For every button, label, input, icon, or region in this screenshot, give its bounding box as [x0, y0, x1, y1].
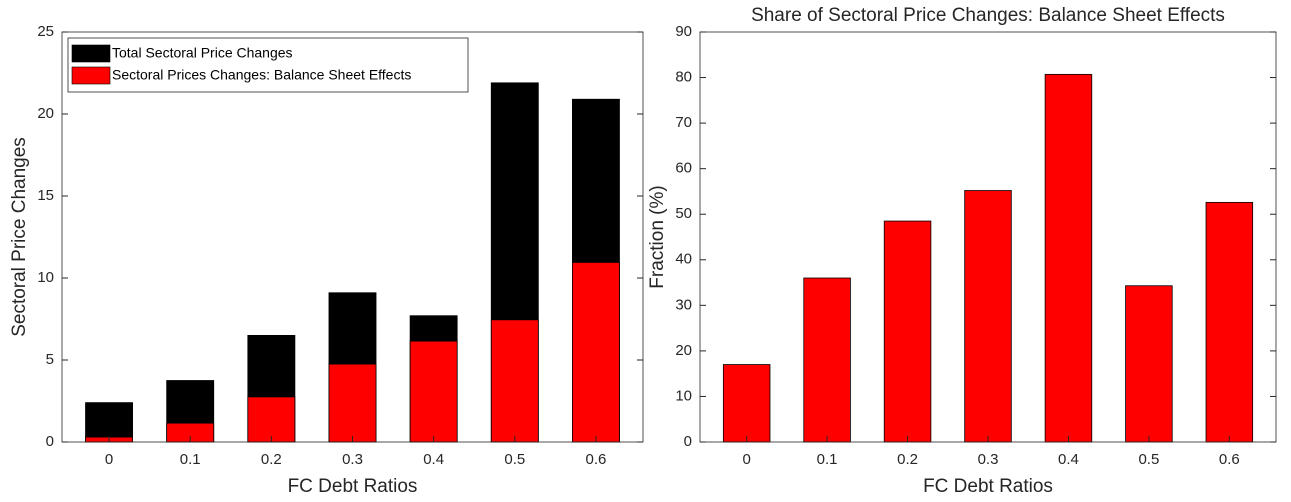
y-tick-label: 5 [46, 351, 54, 368]
y-axis-label: Fraction (%) [647, 185, 668, 288]
y-tick-label: 10 [675, 387, 692, 404]
x-tick-label: 0.1 [180, 451, 201, 468]
legend-label: Sectoral Prices Changes: Balance Sheet E… [112, 67, 411, 83]
y-tick-label: 90 [675, 23, 692, 40]
chart-title: Share of Sectoral Price Changes: Balance… [751, 5, 1225, 26]
x-tick-label: 0.3 [342, 451, 363, 468]
y-tick-label: 0 [46, 433, 54, 450]
x-tick-label: 0.4 [1058, 451, 1079, 468]
y-tick-label: 70 [675, 114, 692, 131]
bar [1205, 201, 1254, 443]
bar [1044, 73, 1093, 443]
y-tick-label: 80 [675, 69, 692, 86]
x-tick-label: 0 [742, 451, 750, 468]
x-tick-label: 0 [105, 451, 113, 468]
bar [490, 319, 539, 443]
legend-box [67, 37, 469, 93]
bar [964, 190, 1012, 443]
bar [1125, 285, 1173, 443]
y-tick-label: 0 [684, 433, 692, 450]
x-tick-label: 0.2 [261, 451, 282, 468]
y-tick-label: 40 [675, 251, 692, 268]
y-tick-label: 60 [675, 160, 692, 177]
x-axis-label: FC Debt Ratios [923, 476, 1053, 497]
y-tick-label: 20 [675, 342, 692, 359]
legend-label: Total Sectoral Price Changes [112, 45, 293, 61]
x-tick-label: 0.1 [817, 451, 838, 468]
x-tick-label: 0.5 [504, 451, 525, 468]
y-tick-label: 25 [37, 23, 54, 40]
y-tick-label: 20 [37, 105, 54, 122]
y-tick-label: 50 [675, 205, 692, 222]
y-tick-label: 30 [675, 296, 692, 313]
bar [409, 340, 458, 443]
x-tick-label: 0.6 [586, 451, 607, 468]
bar [247, 396, 296, 443]
x-tick-label: 0.5 [1138, 451, 1159, 468]
y-axis-label: Sectoral Price Changes [9, 137, 30, 337]
bar [803, 277, 851, 443]
bar [722, 364, 771, 443]
bar [572, 262, 620, 443]
legend-swatch [71, 44, 111, 63]
x-tick-label: 0.6 [1219, 451, 1240, 468]
x-tick-label: 0.3 [978, 451, 999, 468]
bar [85, 402, 133, 443]
y-tick-label: 10 [37, 269, 54, 286]
x-tick-label: 0.2 [897, 451, 918, 468]
y-tick-label: 15 [37, 187, 54, 204]
legend-swatch [71, 66, 111, 85]
bar [883, 220, 932, 443]
x-axis-label: FC Debt Ratios [288, 476, 418, 497]
bar [328, 363, 377, 443]
x-tick-label: 0.4 [423, 451, 444, 468]
